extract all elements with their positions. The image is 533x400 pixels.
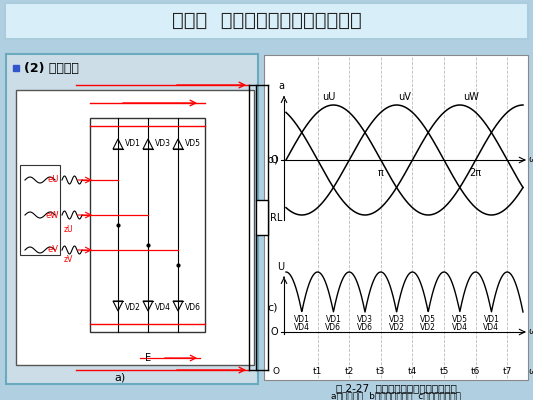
Text: t2: t2 bbox=[344, 368, 354, 376]
Text: VD1: VD1 bbox=[294, 316, 310, 324]
Text: U: U bbox=[278, 262, 285, 272]
Text: VD1: VD1 bbox=[326, 316, 341, 324]
Text: (2) 整流过程: (2) 整流过程 bbox=[24, 62, 79, 74]
Text: eV: eV bbox=[48, 246, 59, 254]
Text: ωt: ωt bbox=[528, 328, 533, 336]
Text: VD5: VD5 bbox=[185, 138, 201, 148]
Text: a: a bbox=[278, 81, 284, 91]
Bar bbox=[6, 54, 258, 384]
Text: VD3: VD3 bbox=[155, 138, 171, 148]
Text: a）整流电路  b）绕组电压波形  c）整流电压波形: a）整流电路 b）绕组电压波形 c）整流电压波形 bbox=[331, 392, 461, 400]
Bar bbox=[264, 55, 528, 380]
Text: uW: uW bbox=[463, 92, 479, 102]
Text: VD2: VD2 bbox=[125, 302, 141, 312]
Text: VD3: VD3 bbox=[357, 316, 373, 324]
Bar bbox=[5, 3, 528, 39]
Text: c): c) bbox=[267, 302, 278, 312]
Text: a): a) bbox=[115, 373, 126, 383]
Text: uU: uU bbox=[322, 92, 335, 102]
Text: t6: t6 bbox=[471, 368, 480, 376]
Text: t4: t4 bbox=[408, 368, 417, 376]
Text: eW: eW bbox=[45, 210, 59, 220]
Text: VD1: VD1 bbox=[483, 316, 499, 324]
Text: t5: t5 bbox=[439, 368, 449, 376]
Text: VD6: VD6 bbox=[326, 324, 342, 332]
Bar bbox=[20, 165, 60, 255]
Text: VD4: VD4 bbox=[452, 324, 468, 332]
Text: ωt: ωt bbox=[528, 156, 533, 164]
Text: t3: t3 bbox=[376, 368, 385, 376]
Text: uV: uV bbox=[398, 92, 411, 102]
Text: O: O bbox=[272, 368, 279, 376]
Text: RL: RL bbox=[270, 213, 282, 223]
Text: VD3: VD3 bbox=[389, 316, 405, 324]
Text: VD4: VD4 bbox=[483, 324, 499, 332]
Text: eU: eU bbox=[47, 176, 59, 184]
Text: VD4: VD4 bbox=[155, 302, 171, 312]
Text: zU: zU bbox=[63, 225, 73, 234]
Text: zV: zV bbox=[63, 255, 72, 264]
Text: 图 2-27  三相桥式整流电路及电压波形: 图 2-27 三相桥式整流电路及电压波形 bbox=[336, 383, 456, 393]
Text: π: π bbox=[378, 168, 384, 178]
Text: 2π: 2π bbox=[470, 168, 482, 178]
Text: VD2: VD2 bbox=[420, 324, 436, 332]
Text: t1: t1 bbox=[313, 368, 322, 376]
Bar bbox=[256, 200, 268, 235]
Bar bbox=[16, 90, 254, 365]
Text: O: O bbox=[270, 155, 278, 165]
Text: VD6: VD6 bbox=[185, 302, 201, 312]
Text: 第三节  交流发电机工作原理及特性: 第三节 交流发电机工作原理及特性 bbox=[172, 11, 361, 30]
Text: VD2: VD2 bbox=[389, 324, 405, 332]
Text: VD1: VD1 bbox=[125, 138, 141, 148]
Text: ωt: ωt bbox=[528, 368, 533, 376]
Text: VD6: VD6 bbox=[357, 324, 373, 332]
Text: b): b) bbox=[267, 155, 278, 165]
Text: O: O bbox=[270, 327, 278, 337]
Text: t7: t7 bbox=[503, 368, 512, 376]
Text: VD5: VD5 bbox=[420, 316, 436, 324]
Text: VD5: VD5 bbox=[452, 316, 468, 324]
Text: VD4: VD4 bbox=[294, 324, 310, 332]
Text: E: E bbox=[145, 353, 151, 363]
Bar bbox=[90, 118, 205, 332]
